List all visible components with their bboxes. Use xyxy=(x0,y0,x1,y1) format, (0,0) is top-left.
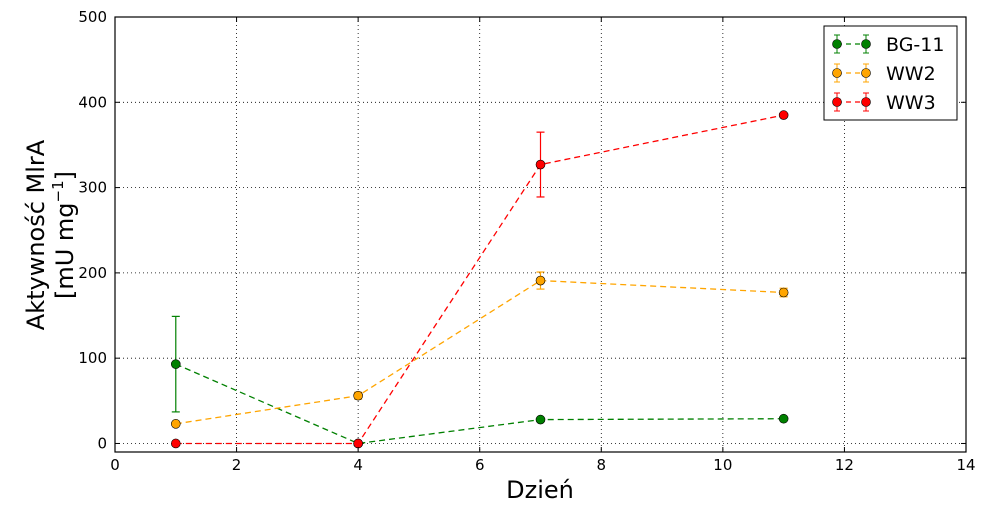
data-point xyxy=(778,287,789,298)
legend-marker xyxy=(861,68,871,78)
data-point xyxy=(535,159,546,170)
y-tick-label: 400 xyxy=(78,93,107,111)
y-tick-label: 300 xyxy=(78,179,107,197)
series-line-ww2 xyxy=(175,279,784,425)
legend-marker xyxy=(832,97,842,107)
data-point xyxy=(535,414,546,425)
x-tick-label: 14 xyxy=(956,456,975,474)
y-tick-label: 100 xyxy=(78,349,107,367)
data-point xyxy=(170,419,181,429)
x-tick-label: 4 xyxy=(353,456,363,474)
y-tick-label: 200 xyxy=(78,264,107,282)
y-axis-label: Aktywność MlrA [mU mg−1] xyxy=(22,139,79,330)
series-ww3 xyxy=(170,110,789,449)
legend-marker xyxy=(832,39,842,49)
y-tick-label: 500 xyxy=(78,8,107,26)
legend-label: WW2 xyxy=(886,63,936,85)
legend-item-bg-11: BG-11 xyxy=(832,34,944,56)
series-layer xyxy=(170,110,789,449)
data-point xyxy=(170,438,181,449)
legend-label: WW3 xyxy=(886,92,936,114)
data-point xyxy=(778,413,789,424)
y-axis-label-line2: [mU mg−1] xyxy=(49,171,79,299)
data-point xyxy=(353,390,363,401)
data-point xyxy=(535,275,546,286)
x-tick-label: 8 xyxy=(597,456,607,474)
x-tick-label: 12 xyxy=(835,456,854,474)
legend-label: BG-11 xyxy=(886,34,944,56)
legend-marker xyxy=(861,97,871,107)
data-point xyxy=(170,359,181,369)
data-point xyxy=(778,110,789,120)
legend-marker xyxy=(832,68,842,78)
plot-frame xyxy=(114,16,967,453)
x-tick-label: 0 xyxy=(110,456,120,474)
series-line-bg-11 xyxy=(175,363,784,445)
legend-item-ww3: WW3 xyxy=(832,92,936,114)
legend-item-ww2: WW2 xyxy=(832,63,936,85)
x-axis-label: Dzień xyxy=(506,476,574,504)
axis-ticks: 0 2 4 6 8 10 12 14 0 100 200 300 400 500 xyxy=(78,8,975,474)
y-axis-label-line1: Aktywność MlrA xyxy=(22,139,50,330)
series-ww2 xyxy=(170,271,789,429)
data-point xyxy=(353,438,363,449)
x-tick-label: 2 xyxy=(232,456,242,474)
legend-marker xyxy=(861,39,871,49)
series-line-ww3 xyxy=(175,114,784,445)
series-bg-11 xyxy=(170,315,789,449)
x-tick-label: 10 xyxy=(713,456,732,474)
legend: BG-11 WW2 WW3 xyxy=(823,25,958,121)
y-tick-label: 0 xyxy=(97,434,107,452)
x-tick-label: 6 xyxy=(475,456,485,474)
